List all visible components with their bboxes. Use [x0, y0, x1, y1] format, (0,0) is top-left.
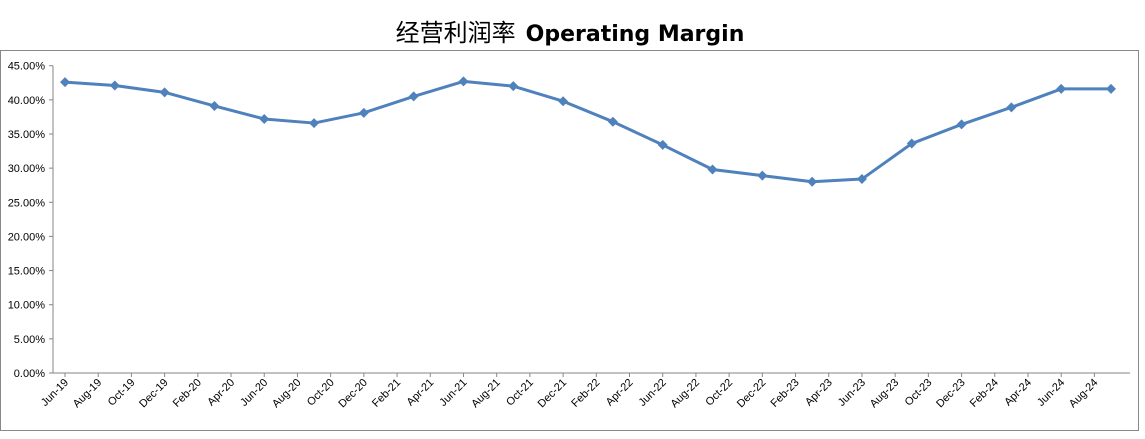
data-point-marker: [458, 76, 469, 87]
data-point-marker: [657, 139, 668, 150]
data-point-marker: [508, 81, 519, 92]
data-point-marker: [159, 87, 170, 98]
y-tick-label: 40.00%: [8, 95, 46, 107]
y-tick-label: 5.00%: [14, 334, 45, 346]
data-point-marker: [209, 100, 220, 111]
chart-title: 经营利润率 Operating Margin: [396, 19, 745, 47]
data-point-marker: [807, 176, 818, 187]
y-tick-label: 0.00%: [14, 368, 45, 380]
data-point-marker: [309, 118, 320, 129]
data-point-marker: [358, 107, 369, 118]
y-tick-label: 15.00%: [8, 266, 46, 278]
data-point-marker: [956, 119, 967, 130]
data-point-marker: [607, 116, 618, 127]
y-tick-label: 10.00%: [8, 300, 46, 312]
data-point-marker: [558, 96, 569, 107]
chart-title-cn: 经营利润率: [396, 19, 516, 47]
data-point-marker: [109, 80, 120, 91]
y-tick-label: 45.00%: [8, 61, 46, 73]
chart-title-en: Operating Margin: [526, 22, 745, 47]
data-point-marker: [707, 164, 718, 175]
y-tick-label: 25.00%: [8, 197, 46, 209]
series-line: [64, 79, 1111, 184]
data-point-marker: [1106, 83, 1116, 94]
data-point-marker: [60, 77, 70, 88]
chart-border: [0, 50, 1139, 431]
data-point-marker: [408, 91, 419, 102]
data-point-marker: [259, 113, 270, 124]
data-point-marker: [1056, 83, 1067, 94]
data-point-marker: [757, 170, 768, 181]
y-tick-label: 30.00%: [8, 163, 46, 175]
data-point-marker: [1006, 102, 1017, 113]
data-point-marker: [906, 138, 917, 149]
data-point-marker: [856, 174, 867, 185]
y-tick-label: 20.00%: [8, 231, 46, 243]
y-tick-label: 35.00%: [8, 129, 46, 141]
